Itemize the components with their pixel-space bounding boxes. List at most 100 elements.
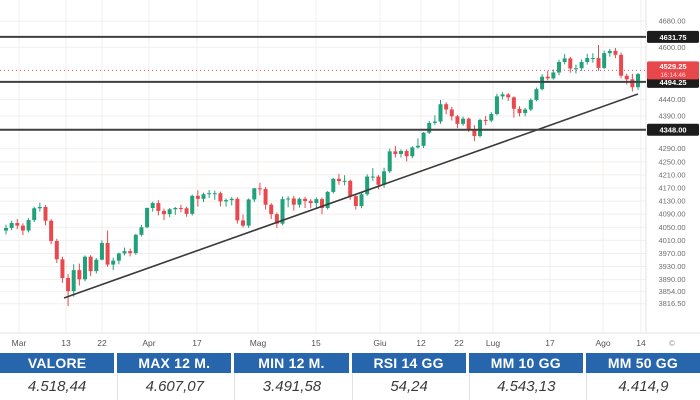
- candle: [122, 251, 127, 254]
- candle: [54, 241, 59, 260]
- candle: [178, 207, 183, 209]
- candle: [376, 176, 381, 185]
- stats-header-min12m: MIN 12 M.: [234, 353, 349, 373]
- candle: [421, 132, 426, 146]
- candle: [274, 214, 279, 224]
- candle: [607, 50, 612, 54]
- chart-panel[interactable]: 4680.00 4600.00 4440.00 4390.00 4290.00 4250.…: [0, 0, 700, 353]
- candle: [32, 208, 37, 221]
- candle: [235, 198, 240, 221]
- price-tick-label: 4010.00: [658, 236, 685, 245]
- time-tick-label: 12: [416, 338, 426, 348]
- price-tick-label: 4390.00: [658, 112, 685, 121]
- time-tick-label: 15: [311, 338, 321, 348]
- trend-line[interactable]: [63, 93, 639, 299]
- price-level-badge-label: 4631.75: [659, 33, 686, 42]
- time-tick-label: 22: [97, 338, 107, 348]
- candle: [111, 260, 116, 265]
- stats-col-max12m: MAX 12 M. 4.607,07: [117, 353, 232, 400]
- price-tick-label: 3854.00: [658, 287, 685, 296]
- candle: [297, 198, 302, 205]
- price-tick-label: 4090.00: [658, 210, 685, 219]
- price-level-badge: [647, 123, 699, 136]
- candle: [139, 227, 144, 235]
- stats-value-valore: 4.518,44: [0, 373, 115, 400]
- candle: [229, 198, 234, 201]
- candle: [9, 223, 14, 228]
- price-tick-label: 4290.00: [658, 144, 685, 153]
- price-tick-label: 3930.00: [658, 262, 685, 271]
- candle: [286, 198, 291, 200]
- candle: [314, 199, 319, 204]
- candle: [534, 89, 539, 100]
- price-tick-label: 4680.00: [658, 17, 685, 26]
- stats-col-mm50: MM 50 GG 4.414,9: [585, 353, 700, 400]
- candle: [212, 193, 217, 195]
- candle: [60, 259, 65, 278]
- time-tick-label: 17: [192, 338, 202, 348]
- candle: [506, 94, 511, 98]
- candle: [263, 188, 268, 205]
- candle: [269, 204, 274, 215]
- price-tick-label: 4440.00: [658, 95, 685, 104]
- time-tick-label: Lug: [486, 338, 500, 348]
- candle: [4, 227, 8, 231]
- candle: [404, 151, 409, 157]
- candle: [201, 194, 206, 199]
- candle: [303, 198, 308, 202]
- last-price-badge-value: 4529.25: [659, 62, 686, 71]
- price-tick-label: 4130.00: [658, 197, 685, 206]
- time-tick-label: 14: [636, 338, 646, 348]
- candle: [455, 116, 460, 124]
- last-price-countdown: 16:14:46: [660, 72, 686, 79]
- candle: [246, 199, 251, 226]
- candle: [20, 225, 25, 231]
- candle: [579, 62, 584, 69]
- candle: [83, 256, 88, 280]
- stats-header-mm50: MM 50 GG: [585, 353, 700, 373]
- candle: [365, 176, 370, 195]
- candle: [37, 206, 42, 209]
- copyright-icon[interactable]: ©: [669, 338, 676, 348]
- candle: [207, 193, 212, 195]
- candle: [325, 191, 330, 208]
- price-tick-label: 4250.00: [658, 157, 685, 166]
- candlestick-chart[interactable]: 4680.00 4600.00 4440.00 4390.00 4290.00 4250.…: [0, 0, 700, 353]
- time-tick-label: Mar: [12, 338, 27, 348]
- candle: [624, 75, 629, 80]
- time-tick-label: Ago: [595, 338, 610, 348]
- stats-value-rsi14: 54,24: [351, 373, 466, 400]
- candle: [449, 109, 454, 117]
- stats-col-rsi14: RSI 14 GG 54,24: [351, 353, 466, 400]
- candle: [99, 242, 104, 260]
- candle: [150, 203, 155, 208]
- candle: [489, 114, 494, 121]
- candle: [602, 53, 607, 68]
- time-tick-label: Mag: [250, 338, 267, 348]
- candle: [331, 178, 336, 192]
- candle: [636, 74, 641, 88]
- candle: [573, 68, 578, 70]
- candle: [562, 58, 567, 62]
- candle: [26, 220, 31, 231]
- price-tick-label: 4600.00: [658, 43, 685, 52]
- candle: [399, 151, 404, 154]
- price-tick-label: 4050.00: [658, 223, 685, 232]
- candle: [585, 58, 590, 62]
- time-tick-label: 13: [61, 338, 71, 348]
- candle: [66, 278, 71, 292]
- stats-value-min12m: 3.491,58: [234, 373, 349, 400]
- candle: [590, 58, 595, 60]
- candle: [167, 209, 172, 215]
- candle: [353, 196, 358, 206]
- candle: [415, 145, 420, 148]
- candle: [370, 176, 375, 178]
- last-price-badge: [647, 61, 699, 80]
- price-tick-label: 3970.00: [658, 249, 685, 258]
- stats-header-rsi14: RSI 14 GG: [351, 353, 466, 373]
- candle: [410, 147, 415, 157]
- chart-background: [0, 0, 700, 353]
- stats-col-mm10: MM 10 GG 4.543,13: [468, 353, 583, 400]
- stats-col-min12m: MIN 12 M. 3.491,58: [234, 353, 349, 400]
